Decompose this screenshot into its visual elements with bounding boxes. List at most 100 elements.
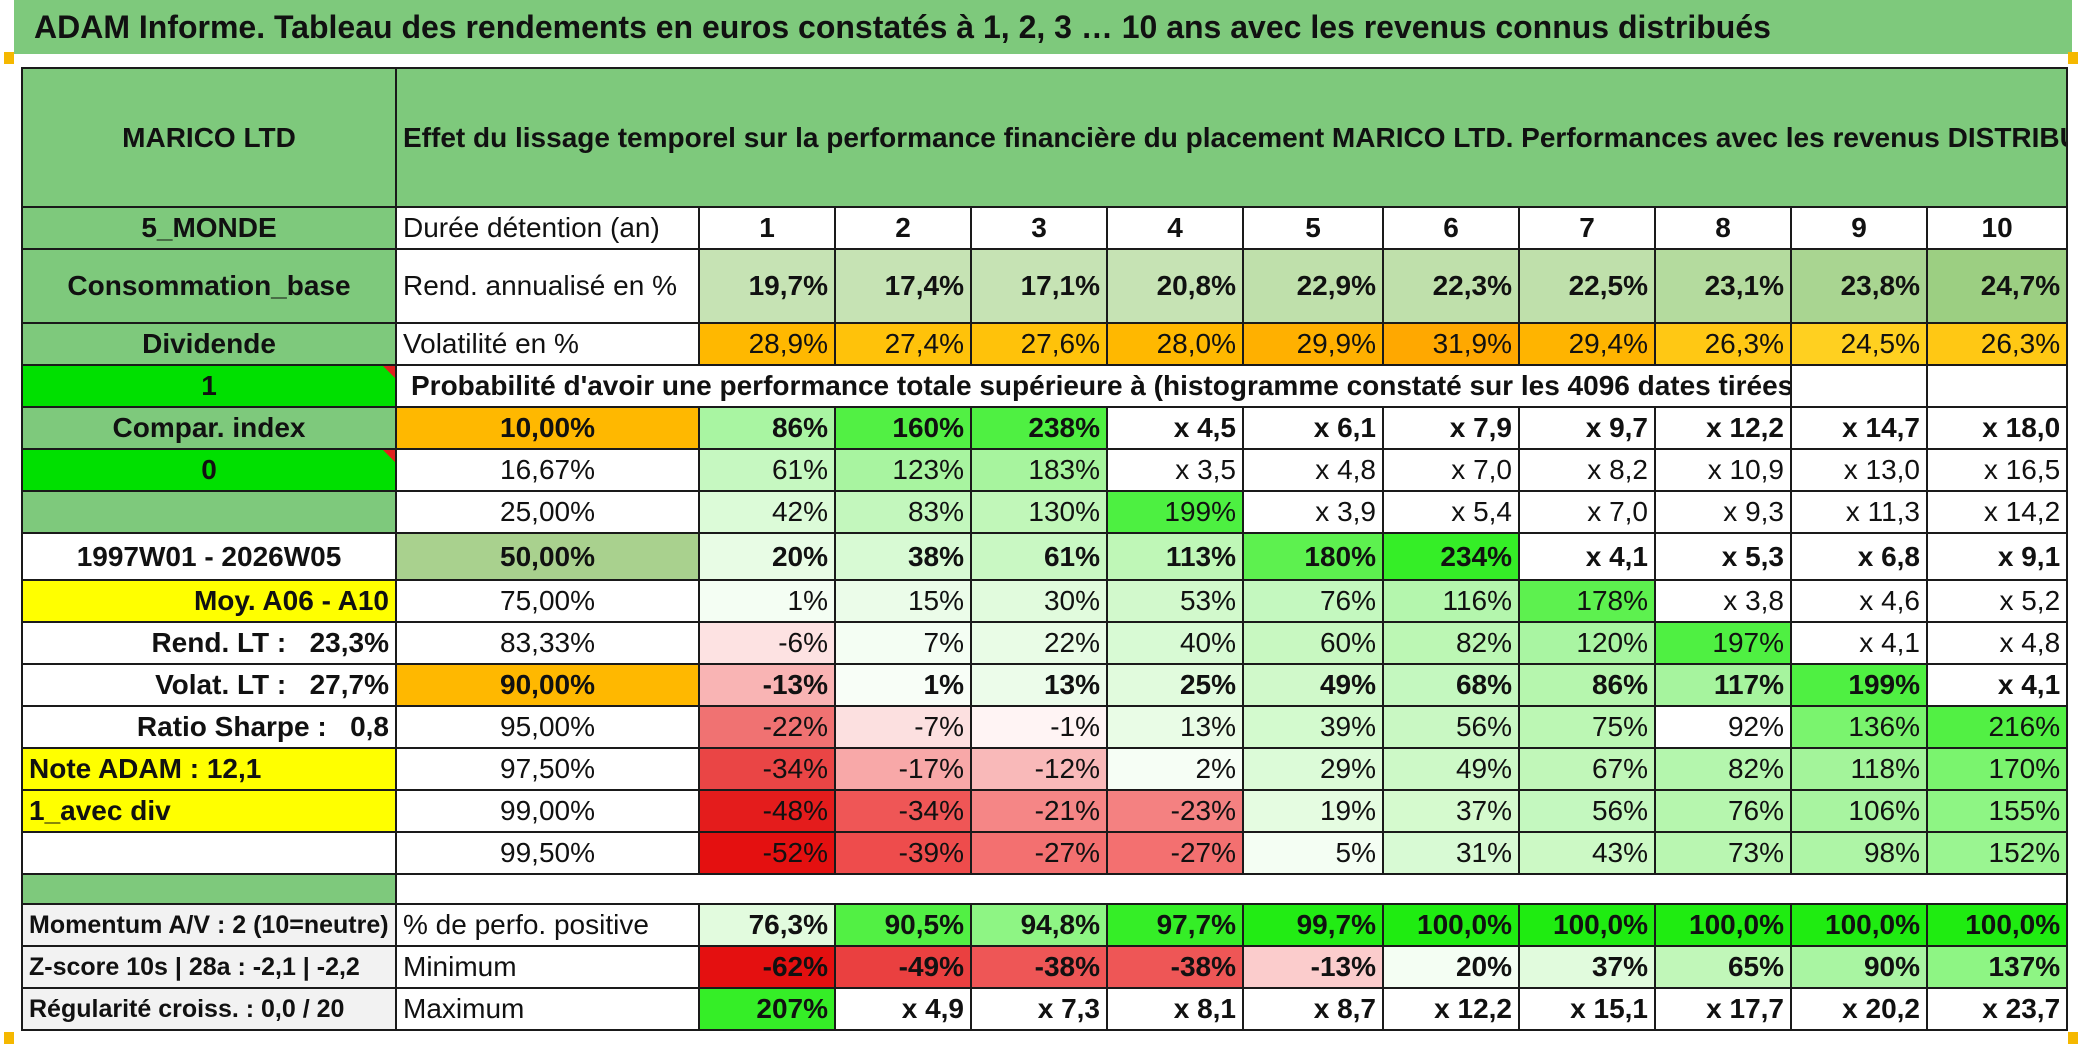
probability-cell: -52% (698, 831, 836, 875)
probability-cell: -27% (970, 831, 1108, 875)
corner-marker (2068, 52, 2078, 64)
probability-cell: 39% (1242, 705, 1384, 749)
probability-cell: 13% (1106, 705, 1244, 749)
year-header: 1 (698, 206, 836, 250)
zscore-label: Z-score 10s | 28a : -2,1 | -2,2 (21, 945, 397, 989)
probability-cell: x 18,0 (1925, 406, 2069, 450)
probability-threshold: 99,50% (395, 831, 700, 875)
probability-cell: x 3,5 (1106, 448, 1244, 492)
volatilite-cell: 26,3% (1654, 322, 1792, 366)
probability-cell: 238% (970, 406, 1108, 450)
empty-cell (21, 831, 397, 875)
probability-cell: 116% (1382, 579, 1520, 623)
volatilite-cell: 24,5% (1790, 322, 1928, 366)
probability-cell: 20% (698, 532, 836, 581)
probability-cell: -17% (834, 747, 972, 791)
stat-cell: x 12,2 (1382, 987, 1520, 1031)
year-header: 4 (1106, 206, 1244, 250)
volatilite-label: Volatilité en % (395, 322, 700, 366)
flag-value[interactable]: 1 (21, 364, 397, 408)
probability-cell: 49% (1382, 747, 1520, 791)
probability-cell: 152% (1925, 831, 2069, 875)
probability-cell: 49% (1242, 663, 1384, 707)
probability-cell: 30% (970, 579, 1108, 623)
probability-cell: 197% (1654, 621, 1792, 665)
stat-cell: 94,8% (970, 903, 1108, 947)
probability-cell: x 5,4 (1382, 490, 1520, 534)
minimum-row: Z-score 10s | 28a : -2,1 | -2,2 Minimum -6… (21, 945, 2069, 989)
note-label: Note ADAM : 12,1 (21, 747, 397, 791)
probability-cell: 31% (1382, 831, 1520, 875)
probability-cell: -7% (834, 705, 972, 749)
moy-label-text: Moy. A06 - A10 (193, 585, 389, 616)
probability-cell: 40% (1106, 621, 1244, 665)
performance-table: MARICO LTD Effet du lissage temporel sur… (21, 67, 2069, 1031)
compar-value-text: 0 (201, 454, 217, 485)
spacer-row (21, 873, 2069, 905)
sharpe-value: 0,8 (350, 711, 389, 742)
probability-cell: -1% (970, 705, 1108, 749)
spacer-cell (394, 873, 2069, 905)
probability-cell: 117% (1654, 663, 1792, 707)
probability-cell: x 11,3 (1790, 490, 1928, 534)
probability-cell: 86% (698, 406, 836, 450)
probability-cell: 113% (1106, 532, 1244, 581)
stat-cell: 207% (698, 987, 836, 1031)
probability-cell: x 13,0 (1790, 448, 1928, 492)
probability-cell: -34% (698, 747, 836, 791)
probability-threshold: 16,67% (395, 448, 700, 492)
spacer (286, 669, 309, 700)
stat-cell: 100,0% (1382, 903, 1520, 947)
stat-cell: 97,7% (1106, 903, 1244, 947)
empty-green-cell (21, 490, 397, 534)
volatilite-cell: 27,4% (834, 322, 972, 366)
probability-cell: 123% (834, 448, 972, 492)
probability-row: 25,00% 42% 83% 130% 199% x 3,9 x 5,4 x 7,0 x 9,3… (21, 490, 2069, 534)
comment-marker (383, 367, 394, 378)
probability-cell: x 8,2 (1518, 448, 1656, 492)
stat-cell: -62% (698, 945, 836, 989)
comment-marker (383, 451, 394, 462)
probability-cell: 60% (1242, 621, 1384, 665)
stat-cell: x 7,3 (970, 987, 1108, 1031)
probability-threshold: 95,00% (395, 705, 700, 749)
year-header: 8 (1654, 206, 1792, 250)
probability-title: Probabilité d'avoir une performance tota… (395, 364, 1792, 408)
probability-cell: 155% (1925, 789, 2069, 833)
year-header: 3 (970, 206, 1108, 250)
year-header: 5 (1242, 206, 1384, 250)
probability-cell: 199% (1106, 490, 1244, 534)
corner-marker (2068, 1032, 2078, 1044)
stat-cell: 100,0% (1790, 903, 1928, 947)
probability-cell: x 5,2 (1925, 579, 2069, 623)
probability-cell: 75% (1518, 705, 1656, 749)
duration-label: Durée détention (an) (395, 206, 700, 250)
volatilite-cell: 26,3% (1925, 322, 2069, 366)
probability-threshold: 75,00% (395, 579, 700, 623)
note-label-text: Note ADAM : 12,1 (29, 753, 262, 784)
probability-row: Rend. LT : 23,3% 83,33% -6% 7% 22% 40% 60% 82% 1… (21, 621, 2069, 665)
probability-cell: 13% (970, 663, 1108, 707)
positive-row: Momentum A/V : 2 (10=neutre)% de perfo. … (21, 903, 2069, 947)
rendement-cell: 22,3% (1382, 248, 1520, 324)
probability-row: Note ADAM : 12,1 97,50% -34% -17% -12% 2% 29% 4… (21, 747, 2069, 791)
probability-row: 99,50% -52% -39% -27% -27% 5% 31% 43% 73% 98% 152% (21, 831, 2069, 875)
stat-cell: x 23,7 (1925, 987, 2069, 1031)
probability-cell: x 9,1 (1925, 532, 2069, 581)
probability-cell: 76% (1242, 579, 1384, 623)
probability-cell: x 4,1 (1925, 663, 2069, 707)
year-header: 9 (1790, 206, 1928, 250)
rendement-cell: 20,8% (1106, 248, 1244, 324)
probability-cell: 130% (970, 490, 1108, 534)
rend-lt-label: Rend. LT : 23,3% (21, 621, 397, 665)
probability-cell: 15% (834, 579, 972, 623)
sharpe-label: Ratio Sharpe : 0,8 (21, 705, 397, 749)
probability-cell: 178% (1518, 579, 1656, 623)
probability-cell: 183% (970, 448, 1108, 492)
rend-lt-label-text: Rend. LT : (151, 627, 287, 658)
probability-cell: 234% (1382, 532, 1520, 581)
year-header: 2 (834, 206, 972, 250)
compar-value[interactable]: 0 (21, 448, 397, 492)
header-row: MARICO LTD Effet du lissage temporel sur… (21, 67, 2069, 208)
asset-name: MARICO LTD (21, 67, 397, 208)
